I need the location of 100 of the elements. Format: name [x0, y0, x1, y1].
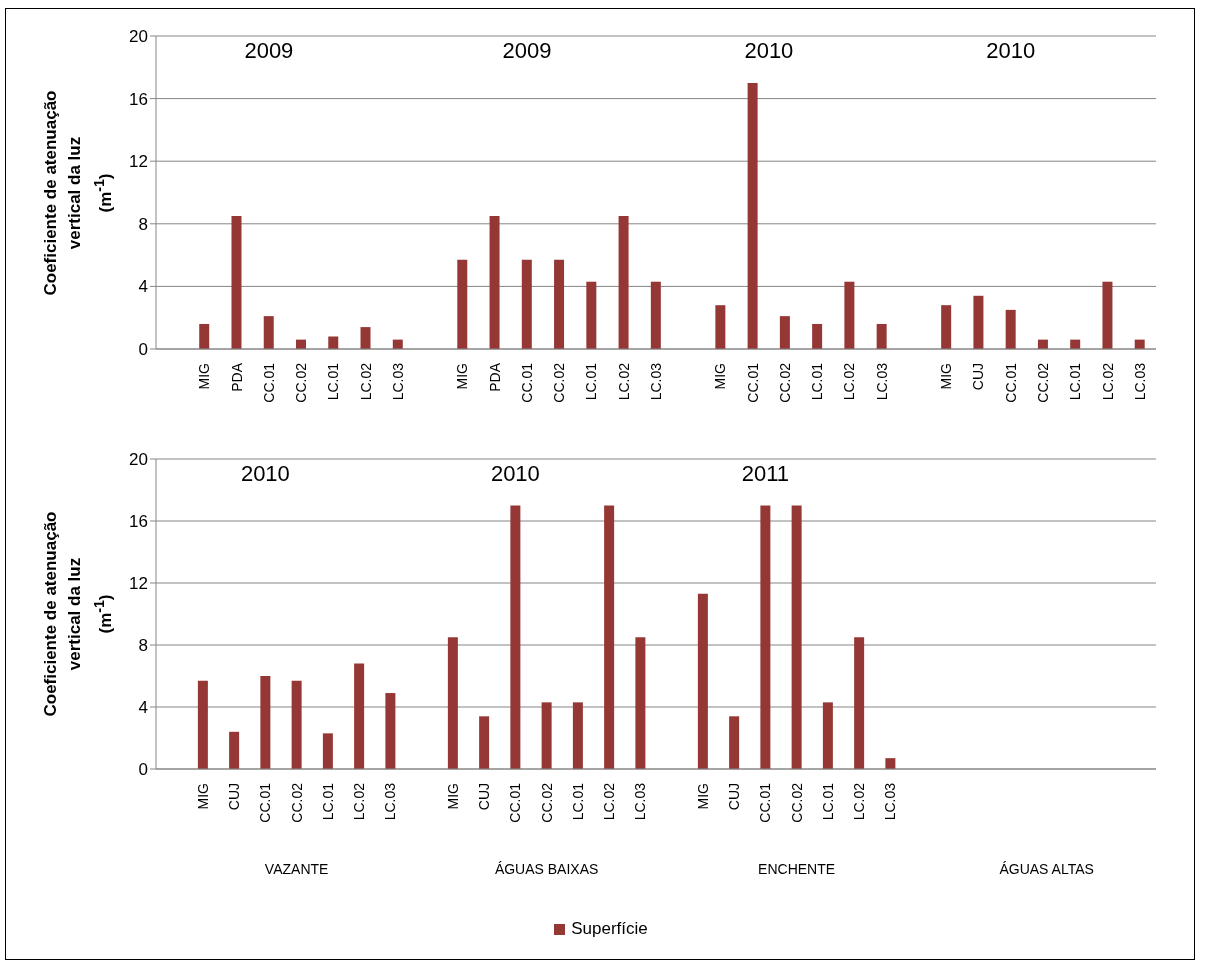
- y-tick-label: 20: [129, 27, 148, 47]
- x-tick-label: CC.01: [1002, 362, 1019, 403]
- bar: [650, 281, 661, 349]
- bar: [812, 323, 823, 349]
- x-tick-label: LC.03: [873, 362, 890, 401]
- bar: [447, 637, 458, 769]
- x-tick-label: LC.03: [389, 362, 406, 401]
- y-tick-label: 16: [129, 89, 148, 109]
- x-tick-label: CUJ: [726, 783, 743, 811]
- bar: [554, 259, 565, 349]
- bar: [747, 82, 758, 349]
- bar: [791, 505, 802, 769]
- x-tick-label: PDA: [486, 362, 503, 392]
- bar: [229, 731, 240, 769]
- x-tick-label: CC.02: [1035, 362, 1051, 403]
- x-tick-label: CC.01: [744, 362, 761, 403]
- x-tick-label: LC.02: [851, 782, 868, 821]
- x-tick-label: LC.01: [819, 782, 836, 821]
- x-tick-label: MIG: [194, 783, 211, 810]
- bar: [479, 716, 490, 769]
- x-tick-label: LC.02: [841, 362, 858, 401]
- bar: [360, 327, 371, 349]
- annotation: 2009: [501, 38, 553, 64]
- bar: [760, 505, 771, 769]
- y-tick-label: 16: [129, 512, 148, 532]
- annotation: 2011: [740, 461, 791, 487]
- annotation: 2010: [743, 38, 795, 64]
- bar: [328, 336, 339, 349]
- bar: [973, 295, 984, 349]
- bar: [876, 323, 887, 349]
- x-tick-label: LC.01: [325, 362, 342, 401]
- bar: [510, 505, 521, 769]
- x-tick-label: CC.02: [293, 362, 310, 403]
- x-tick-label: MIG: [196, 363, 213, 390]
- x-tick-label: MIG: [454, 363, 471, 390]
- x-tick-label: CC.01: [260, 362, 277, 403]
- x-tick-label: LC.02: [357, 362, 374, 401]
- bar: [231, 215, 242, 349]
- bar: [604, 505, 615, 769]
- x-tick-label: CC.01: [518, 362, 535, 403]
- bar: [729, 716, 740, 769]
- x-tick-label: MIG: [444, 783, 461, 810]
- text: VAZANTE: [263, 861, 330, 877]
- x-tick-label: CUJ: [476, 783, 493, 811]
- bar: [291, 680, 302, 769]
- x-tick-label: LC.03: [647, 362, 664, 401]
- bar: [618, 215, 629, 349]
- x-tick-label: CUJ: [970, 363, 987, 391]
- x-tick-label: CC.02: [288, 782, 305, 823]
- bar: [541, 702, 552, 769]
- bar: [199, 323, 210, 349]
- bar: [779, 316, 790, 349]
- x-tick-label: LC.03: [632, 782, 649, 821]
- bar: [197, 680, 208, 769]
- bar: [697, 593, 708, 769]
- bar: [489, 215, 500, 349]
- bar: [885, 758, 896, 769]
- annotation: 2010: [489, 461, 541, 487]
- x-tick-label: CC.02: [788, 782, 805, 823]
- bar: [635, 637, 646, 769]
- y-tick-label: 8: [138, 214, 148, 234]
- bar: [844, 281, 855, 349]
- bar: [354, 663, 365, 769]
- y-tick-label: 0: [138, 340, 148, 360]
- x-tick-label: PDA: [228, 362, 245, 392]
- x-tick-label: CC.01: [757, 782, 774, 823]
- bar: [586, 281, 597, 349]
- y-tick-label: 12: [129, 152, 148, 172]
- y-tick-label: 4: [138, 277, 148, 297]
- text: ÁGUAS ALTAS: [998, 861, 1095, 877]
- bar: [715, 305, 726, 349]
- text: ENCHENTE: [757, 861, 837, 877]
- bar: [263, 316, 274, 349]
- x-tick-label: MIG: [694, 783, 711, 810]
- bar: [521, 259, 532, 349]
- x-tick-label: MIG: [712, 363, 729, 390]
- bar: [457, 259, 468, 349]
- annotation: 2009: [243, 38, 295, 64]
- y-tick-label: 8: [138, 636, 148, 656]
- x-tick-label: CC.01: [507, 782, 524, 823]
- x-tick-label: LC.01: [809, 362, 826, 401]
- x-tick-label: CC.02: [538, 782, 555, 823]
- annotation: 2010: [985, 38, 1037, 64]
- legend-label: Superfície: [571, 919, 648, 939]
- bar: [322, 733, 333, 769]
- y-tick-label: 0: [138, 760, 148, 780]
- y-tick-label: 4: [138, 698, 148, 718]
- text: ÁGUAS BAIXAS: [493, 861, 600, 877]
- x-tick-label: LC.02: [1099, 362, 1116, 401]
- y-tick-label: 12: [129, 574, 148, 594]
- bar: [572, 702, 583, 769]
- x-tick-label: LC.02: [615, 362, 632, 401]
- bar: [260, 676, 271, 769]
- bar: [385, 693, 396, 769]
- y-tick-label: 20: [129, 450, 148, 470]
- x-tick-label: LC.02: [601, 782, 618, 821]
- x-tick-label: LC.02: [351, 782, 368, 821]
- x-tick-label: CUJ: [226, 783, 243, 811]
- x-tick-label: LC.01: [569, 782, 586, 821]
- x-tick-label: CC.02: [776, 362, 793, 403]
